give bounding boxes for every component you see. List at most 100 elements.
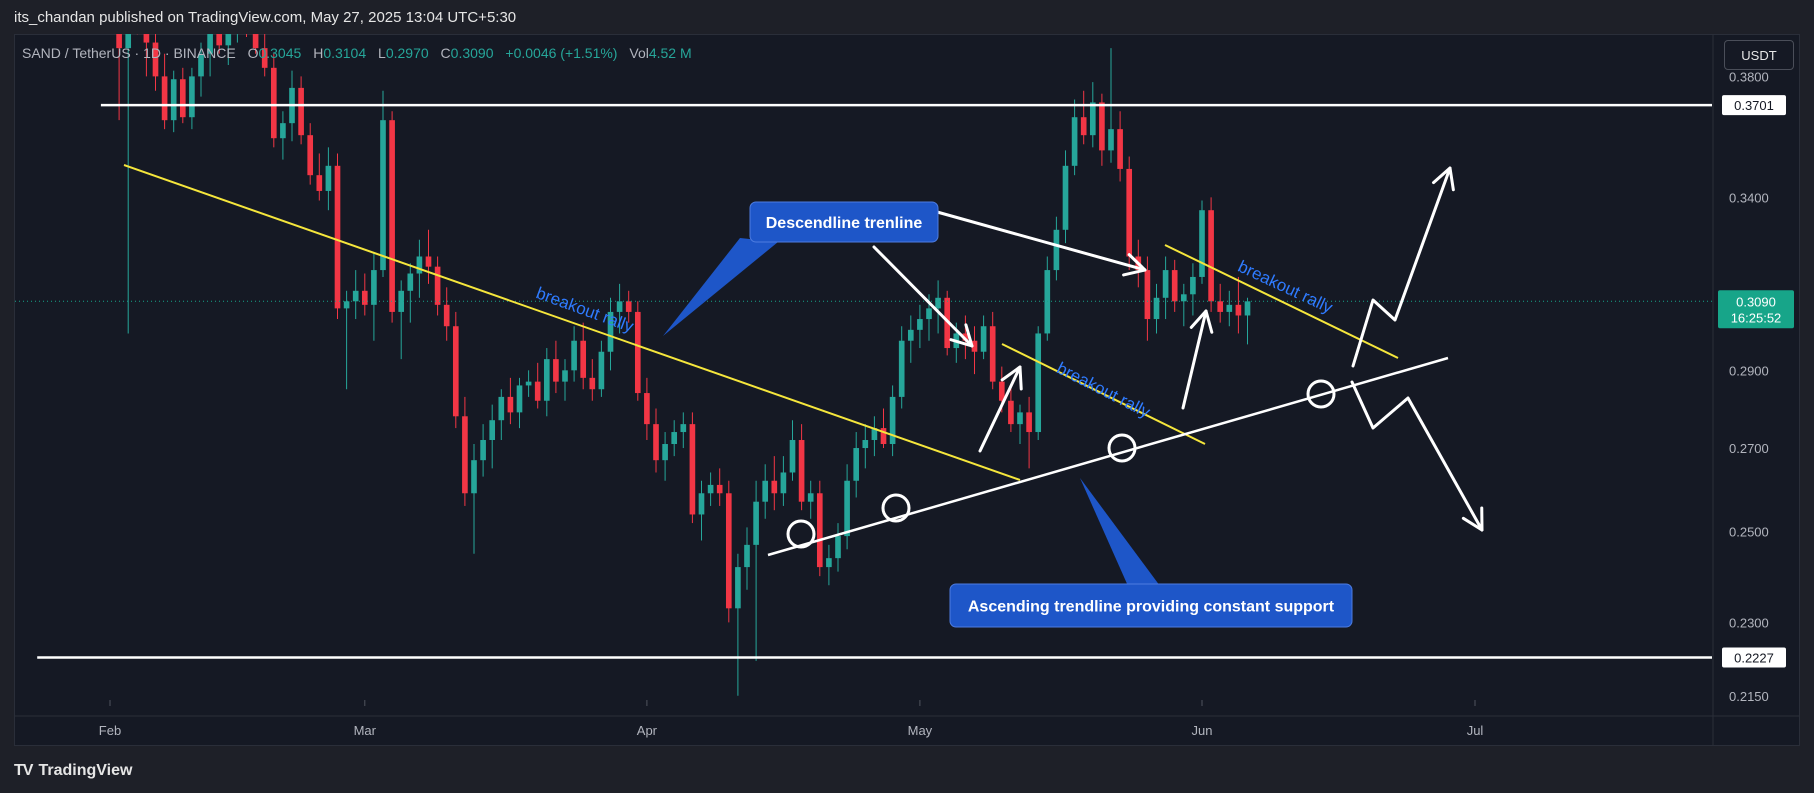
candle-body — [534, 381, 541, 401]
candle-body — [826, 558, 832, 568]
candle-body — [170, 79, 177, 121]
candle-body — [298, 87, 304, 136]
candle-body — [1199, 210, 1205, 277]
candle-body — [907, 329, 914, 341]
candle-body — [380, 120, 386, 271]
level-price-badge — [1722, 647, 1786, 668]
candle-body — [707, 484, 714, 494]
y-tick-label: 0.3400 — [1729, 190, 1769, 205]
callout-ascend-tail — [1080, 478, 1160, 586]
descending-trendline-main — [123, 164, 1021, 481]
candle-body — [452, 326, 459, 417]
support-touch-circle — [1107, 433, 1137, 463]
publisher-line: its_chandan published on TradingView.com… — [14, 8, 517, 26]
candle-body — [853, 448, 860, 481]
candle-body — [471, 460, 477, 494]
arrow-rally-up-head — [1000, 365, 1023, 391]
candle-body — [489, 420, 496, 441]
candle-body — [1108, 129, 1114, 151]
candle-body — [443, 304, 450, 327]
symbol-info[interactable]: SAND / TetherUS · 1D · BINANCE — [22, 45, 236, 61]
arrow-bearish-scenario — [1350, 380, 1484, 532]
candle-body — [1099, 102, 1105, 151]
arrow-rally-up — [978, 365, 1022, 453]
candle-body — [507, 396, 514, 413]
high-label: H — [313, 45, 324, 61]
candle-body — [1226, 304, 1233, 312]
currency-button[interactable]: USDT — [1724, 40, 1794, 70]
candle-body — [971, 340, 978, 352]
candle-body — [871, 428, 878, 441]
callout-descend-tail — [663, 238, 778, 336]
candle-body — [1117, 129, 1123, 169]
candle-body — [198, 53, 204, 77]
candle-body — [753, 501, 759, 545]
candle-body — [407, 273, 414, 291]
candle-body — [225, 34, 232, 46]
candle-body — [1080, 117, 1087, 136]
candle-body — [134, 0, 140, 21]
candle-body — [270, 67, 277, 139]
candle-body — [698, 493, 705, 515]
candle-body — [644, 393, 650, 425]
y-tick-label: 0.2150 — [1729, 689, 1769, 704]
candle-body — [898, 340, 905, 397]
level-price-label: 0.2227 — [1734, 650, 1774, 665]
candle-body — [680, 424, 687, 433]
candle-body — [616, 301, 623, 312]
breakout-label: breakout rally — [1054, 358, 1154, 421]
footer-brand[interactable]: TV TradingView — [14, 758, 132, 784]
candle-body — [798, 440, 805, 502]
callout-ascend-text: Ascending trendline providing constant s… — [968, 599, 1335, 616]
candle-body — [735, 567, 741, 609]
callout-descend-text: Descendline trenline — [766, 215, 923, 232]
candle-body — [716, 484, 723, 494]
candle-body — [1035, 333, 1042, 433]
candle-body — [562, 370, 568, 382]
candle-body — [143, 34, 150, 43]
candle-body — [662, 444, 668, 461]
descending-trendline-april — [1001, 343, 1206, 445]
arrow-to-breakout — [872, 245, 974, 348]
candle-body — [343, 301, 350, 309]
candle-body — [1089, 102, 1096, 136]
candle-body — [480, 440, 486, 461]
candle-body — [607, 311, 614, 352]
candle-body — [807, 493, 814, 502]
x-tick-label: Mar — [354, 723, 377, 738]
candle-body — [1153, 297, 1160, 320]
candle-body — [235, 10, 241, 26]
candle-body — [425, 256, 432, 267]
y-tick-label: 0.2700 — [1729, 441, 1769, 456]
callout-ascend-box — [949, 583, 1353, 628]
candle-body — [516, 385, 523, 413]
candle-body — [161, 76, 168, 121]
candle-body — [671, 432, 678, 445]
candle-body — [307, 135, 314, 176]
candle-body — [116, 34, 122, 49]
callout-descend-box — [749, 201, 939, 243]
candle-body — [634, 311, 641, 394]
current-price-badge — [1718, 290, 1794, 329]
candle-body — [553, 359, 559, 382]
candle-body — [1162, 270, 1169, 298]
candle-body — [1017, 412, 1023, 425]
x-tick-label: May — [908, 723, 933, 738]
tradingview-logo-icon: TV — [14, 762, 33, 779]
candle-body — [744, 544, 750, 568]
candle-body — [935, 297, 941, 309]
candle-body — [1062, 165, 1069, 230]
candle-body — [125, 34, 132, 49]
candle-body — [653, 424, 659, 461]
candle-body — [725, 493, 732, 609]
candle-body — [325, 165, 332, 191]
y-tick-label: 0.3800 — [1729, 69, 1769, 84]
candle-body — [525, 381, 532, 386]
candle-body — [771, 480, 778, 494]
arrow-may-bounce — [1181, 309, 1208, 410]
vol-label: Vol — [629, 45, 649, 61]
candle-body — [980, 326, 987, 352]
candle-body — [1244, 301, 1251, 316]
open-value: 0.3045 — [258, 45, 302, 61]
